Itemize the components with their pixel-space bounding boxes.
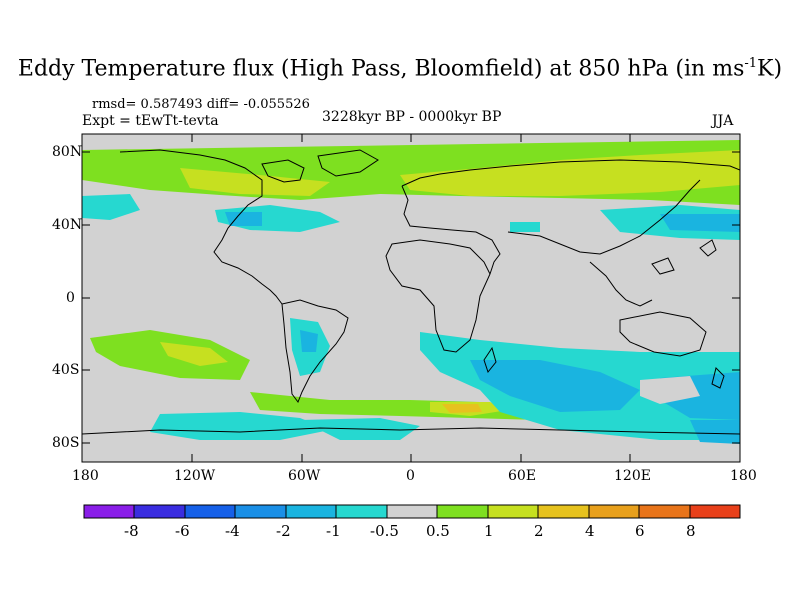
season-label: JJA — [712, 113, 734, 129]
map-title: Eddy Temperature flux (High Pass, Bloomf… — [17, 56, 783, 82]
colorbar-label: -4 — [225, 522, 240, 540]
colorbar-label: 1 — [484, 522, 494, 540]
lat-label: 80N — [52, 144, 83, 160]
lon-label: 120W — [174, 468, 216, 484]
lon-tick-marks — [81, 134, 741, 462]
colorbar-label: 4 — [585, 522, 595, 540]
lat-label: 40S — [52, 362, 80, 378]
colorbar-label: 2 — [534, 522, 544, 540]
lon-label: 60W — [288, 468, 321, 484]
lon-label: 180 — [730, 468, 757, 484]
colorbar-label: -1 — [326, 522, 341, 540]
colorbar-swatch — [487, 504, 539, 519]
anomaly-fields — [82, 140, 740, 444]
lon-label: 60E — [508, 468, 537, 484]
colorbar-label: 6 — [635, 522, 645, 540]
colorbar-label: -0.5 — [370, 522, 399, 540]
lat-label: 80S — [52, 435, 80, 451]
colorbar-label: -6 — [175, 522, 190, 540]
colorbar-swatch — [133, 504, 186, 519]
colorbar-swatch — [436, 504, 489, 519]
colorbar-swatch — [184, 504, 236, 519]
lon-label: 0 — [406, 468, 415, 484]
expt-label: Expt = tEwTt-tevta — [82, 113, 219, 129]
colorbar-swatch — [588, 504, 640, 519]
colorbar — [83, 504, 741, 519]
lat-tick-marks — [82, 151, 740, 444]
colorbar-swatch — [234, 504, 287, 519]
colorbar-label: 8 — [686, 522, 696, 540]
colorbar-label: -8 — [124, 522, 139, 540]
colorbar-swatch — [285, 504, 337, 519]
lat-label: 0 — [66, 290, 75, 306]
colorbar-label: -2 — [276, 522, 291, 540]
lat-label: 40N — [52, 217, 83, 233]
colorbar-swatch — [537, 504, 590, 519]
period-label: 3228kyr BP - 0000kyr BP — [322, 109, 502, 125]
colorbar-swatch — [638, 504, 691, 519]
colorbar-swatch — [335, 504, 388, 519]
stats-rmsd: rmsd= 0.587493 diff= -0.055526 — [92, 97, 310, 112]
colorbar-swatch — [83, 504, 135, 519]
colorbar-swatch — [386, 504, 438, 519]
colorbar-label: 0.5 — [426, 522, 450, 540]
coastlines — [82, 149, 740, 435]
lon-label: 180 — [72, 468, 99, 484]
colorbar-swatch — [689, 504, 741, 519]
lon-label: 120E — [614, 468, 651, 484]
